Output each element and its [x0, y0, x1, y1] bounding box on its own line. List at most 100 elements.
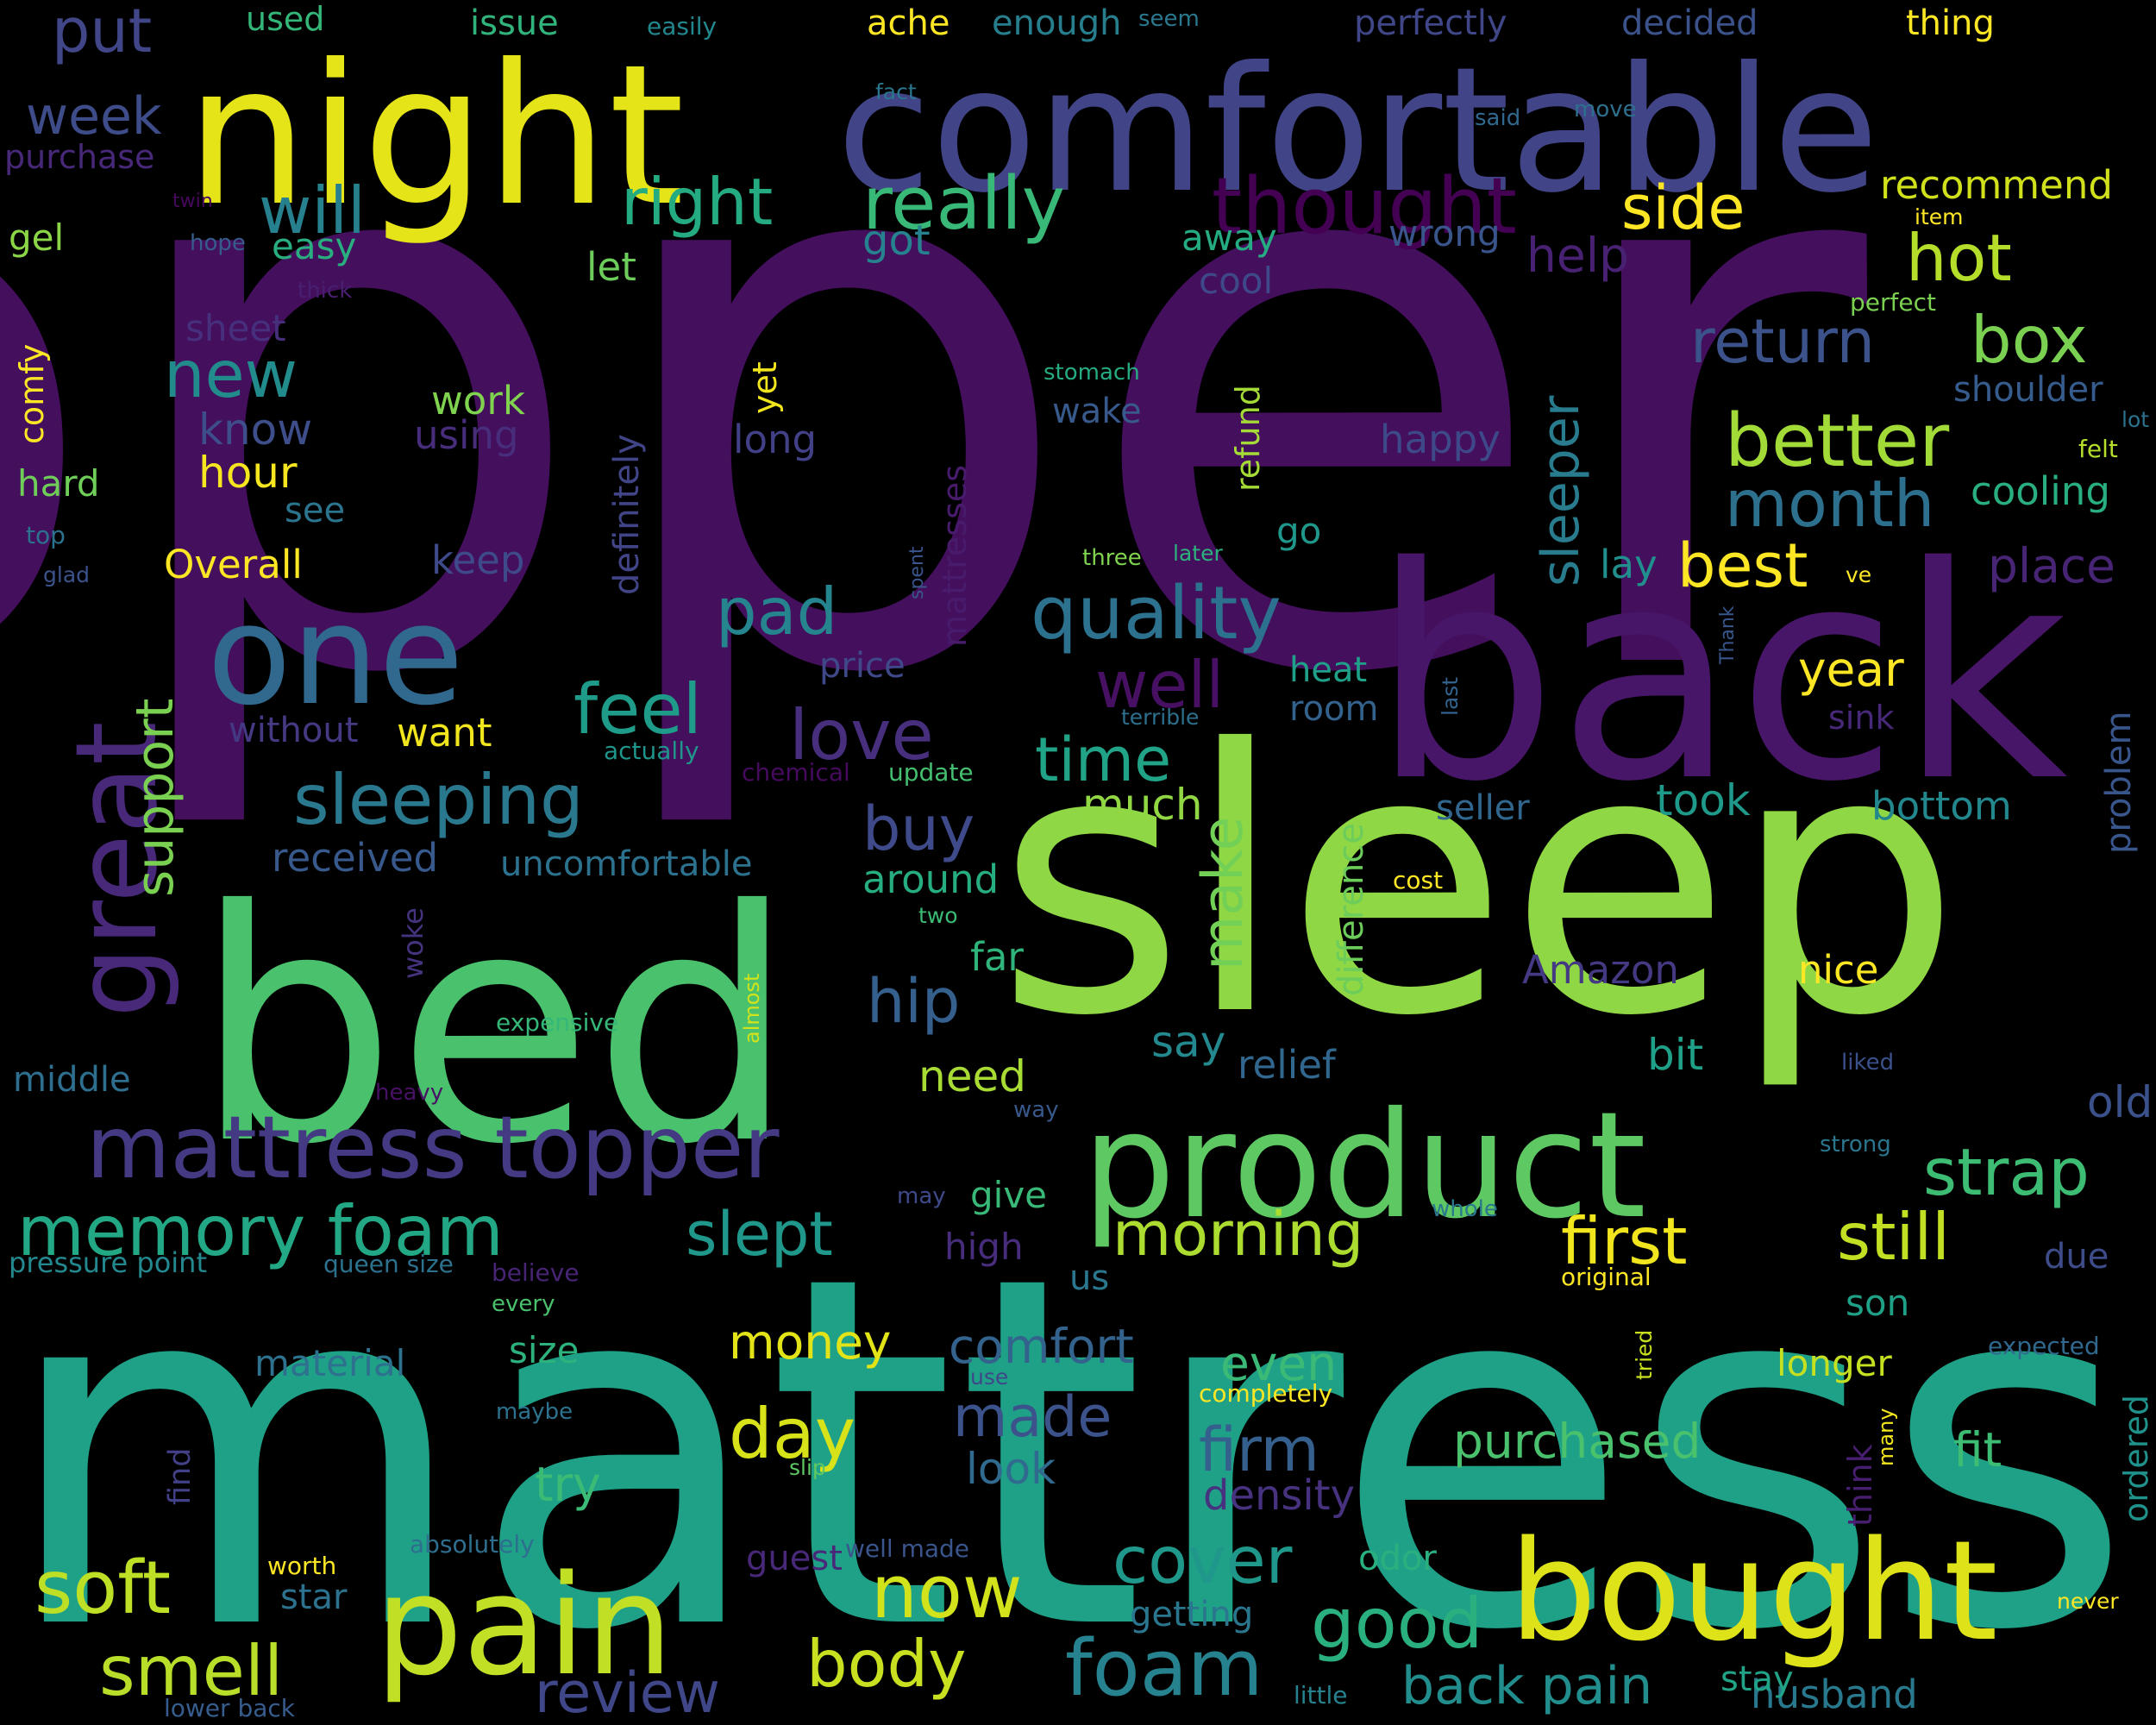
cloud-word-expensive: expensive: [496, 1008, 618, 1037]
cloud-word-due: due: [2044, 1237, 2109, 1276]
cloud-word-terrible: terrible: [1121, 705, 1199, 730]
cloud-word-use: use: [970, 1364, 1008, 1389]
cloud-word-mattresses: mattresses: [936, 465, 974, 647]
cloud-word-good: good: [1311, 1584, 1482, 1664]
cloud-word-without: without: [229, 711, 358, 750]
cloud-word-decided: decided: [1621, 3, 1758, 43]
cloud-word-believe: believe: [492, 1258, 580, 1287]
cloud-word-woke: woke: [397, 907, 429, 979]
cloud-word-smell: smell: [99, 1631, 283, 1711]
cloud-word-first: first: [1561, 1203, 1688, 1279]
cloud-word-yet: yet: [746, 361, 784, 414]
cloud-word-slip: slip: [789, 1455, 826, 1480]
cloud-word-right: right: [621, 164, 773, 240]
cloud-word-top: top: [26, 521, 66, 549]
cloud-word-used: used: [246, 0, 324, 38]
cloud-word-firm: firm: [1199, 1414, 1319, 1485]
cloud-word-little: little: [1294, 1681, 1348, 1709]
cloud-word-strap: strap: [1923, 1134, 2090, 1210]
cloud-word-put: put: [52, 0, 152, 66]
cloud-word-ordered: ordered: [2117, 1395, 2155, 1522]
cloud-word-memory-foam: memory foam: [17, 1191, 504, 1271]
cloud-word-keep: keep: [431, 537, 524, 583]
cloud-word-husband: husband: [1751, 1672, 1918, 1717]
cloud-word-know: know: [198, 405, 312, 455]
cloud-word-fit: fit: [1953, 1422, 2002, 1477]
cloud-word-comfy: comfy: [13, 344, 51, 444]
cloud-word-got: got: [862, 216, 931, 265]
cloud-word-almost: almost: [740, 974, 764, 1044]
cloud-word-see: see: [285, 491, 345, 530]
cloud-word-hot: hot: [1906, 220, 2012, 296]
cloud-word-lower-back: lower back: [164, 1694, 296, 1722]
cloud-word-say: say: [1151, 1017, 1225, 1067]
cloud-word-around: around: [862, 856, 999, 902]
cloud-word-feel: feel: [573, 669, 702, 750]
cloud-word-wake: wake: [1052, 392, 1142, 431]
cloud-word-move: move: [1574, 97, 1637, 122]
cloud-word-seem: seem: [1138, 6, 1200, 32]
cloud-word-original: original: [1561, 1263, 1651, 1291]
cloud-word-pad: pad: [716, 574, 837, 649]
cloud-word-material: material: [254, 1342, 405, 1384]
cloud-word-money: money: [729, 1314, 891, 1370]
cloud-word-wrong: wrong: [1388, 212, 1501, 254]
cloud-word-night: night: [185, 23, 685, 249]
cloud-word-slept: slept: [686, 1199, 833, 1270]
cloud-word-one: one: [207, 574, 464, 736]
cloud-word-difference: difference: [1332, 823, 1371, 996]
cloud-word-price: price: [819, 646, 906, 686]
cloud-word-said: said: [1475, 105, 1520, 131]
cloud-word-great: great: [51, 721, 182, 1018]
cloud-word-worth: worth: [267, 1552, 336, 1580]
cloud-word-never: never: [2057, 1589, 2119, 1614]
cloud-word-thick: thick: [298, 278, 352, 304]
cloud-word-perfect: perfect: [1850, 288, 1936, 317]
cloud-word-hour: hour: [198, 448, 298, 498]
cloud-word-uncomfortable: uncomfortable: [500, 844, 752, 884]
cloud-word-sink: sink: [1828, 699, 1894, 737]
cloud-word-pain: pain: [375, 1545, 673, 1706]
cloud-word-every: every: [492, 1291, 555, 1317]
cloud-word-week: week: [26, 86, 162, 147]
cloud-word-back-pain: back pain: [1401, 1656, 1652, 1716]
cloud-word-room: room: [1289, 689, 1378, 729]
cloud-word-go: go: [1276, 510, 1321, 552]
cloud-word-purchased: purchased: [1453, 1414, 1701, 1469]
cloud-word-later: later: [1173, 541, 1223, 566]
cloud-word-day: day: [729, 1394, 856, 1474]
cloud-word-work: work: [431, 378, 525, 423]
cloud-word-expected: expected: [1988, 1332, 2100, 1360]
cloud-word-let: let: [586, 244, 636, 290]
cloud-word-month: month: [1725, 466, 1934, 542]
cloud-word-far: far: [970, 934, 1024, 980]
cloud-word-product: product: [1082, 1081, 1646, 1251]
cloud-word-tried: tried: [1632, 1330, 1657, 1380]
cloud-word-bed: bed: [194, 844, 795, 1214]
cloud-word-seller: seller: [1436, 788, 1530, 828]
cloud-word-felt: felt: [2078, 435, 2118, 463]
cloud-word-much: much: [1082, 780, 1203, 830]
cloud-word-us: us: [1069, 1258, 1109, 1298]
cloud-word-refund: refund: [1229, 385, 1267, 492]
cloud-word-cover: cover: [1112, 1522, 1293, 1598]
cloud-word-three: three: [1082, 545, 1142, 571]
cloud-word-support: support: [125, 699, 185, 897]
cloud-word-definitely: definitely: [607, 434, 647, 595]
cloud-word-away: away: [1181, 216, 1277, 259]
cloud-word-completely: completely: [1199, 1379, 1332, 1408]
cloud-word-time: time: [1035, 724, 1171, 795]
cloud-word-foam: foam: [1065, 1623, 1263, 1714]
cloud-word-using: using: [414, 412, 519, 458]
cloud-word-glad: glad: [43, 562, 90, 587]
cloud-word-many: many: [1874, 1408, 1898, 1467]
cloud-word-pressure-point: pressure point: [9, 1246, 207, 1279]
cloud-word-best: best: [1677, 530, 1808, 601]
cloud-word-purchase: purchase: [4, 138, 154, 176]
cloud-word-easy: easy: [272, 225, 356, 267]
cloud-word-will: will: [259, 172, 366, 248]
cloud-word-queen-size: queen size: [323, 1250, 454, 1278]
cloud-word-gel: gel: [9, 216, 64, 259]
